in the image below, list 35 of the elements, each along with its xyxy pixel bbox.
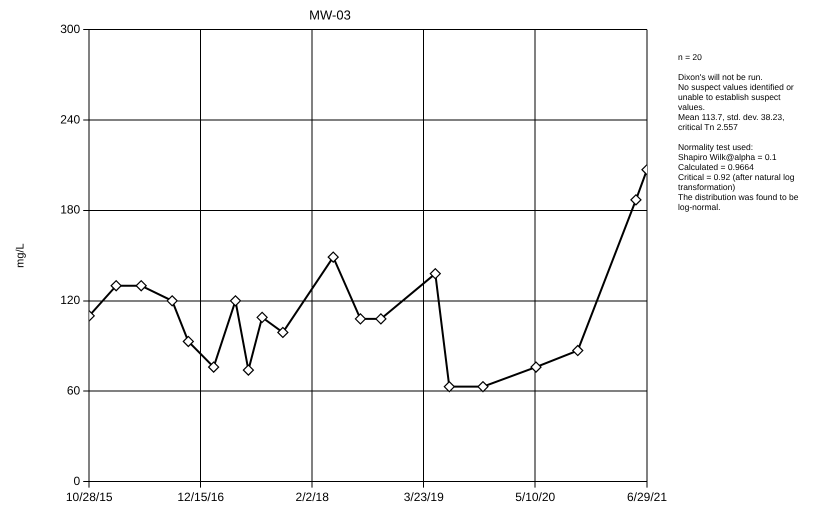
x-tick-label: 10/28/15 xyxy=(66,490,113,504)
point xyxy=(530,361,542,373)
y-tick-label: 120 xyxy=(60,293,81,308)
y-tick-label: 240 xyxy=(60,112,81,126)
text: Normality test used: Shapiro Wilk@alpha = 0.1 Calculated = 0.9664 Critical = 0.92 (after natural log transformation) The distribution was found to be log-normal. xyxy=(678,142,800,212)
point xyxy=(166,295,178,306)
point xyxy=(375,313,386,324)
point xyxy=(208,361,220,373)
y-axis-title: mg/L xyxy=(14,243,27,268)
point xyxy=(256,312,268,323)
point xyxy=(572,344,584,356)
point xyxy=(430,268,441,280)
text: Dixon's will not be run. No suspect values identified or unable to establish suspect values. Mean 113.7, std. dev. 38.23, critical Tn 2.557 xyxy=(678,72,795,132)
x-tick-label: 2/2/18 xyxy=(296,490,330,504)
point xyxy=(242,364,254,376)
y-tick-label: 0 xyxy=(74,474,81,488)
y-tick-label: 300 xyxy=(60,22,81,36)
point xyxy=(444,381,455,392)
point xyxy=(110,280,122,292)
x-tick-label: 5/10/20 xyxy=(515,490,556,504)
y-tick-label: 180 xyxy=(60,202,81,217)
point xyxy=(477,381,489,392)
x-tick-label: 12/15/16 xyxy=(177,490,224,504)
chart-title: MW-03 xyxy=(309,7,351,22)
point xyxy=(230,295,242,306)
x-tick-label: 6/29/21 xyxy=(626,490,668,504)
x-tick-label: 3/23/19 xyxy=(404,490,444,504)
point xyxy=(354,313,366,324)
point xyxy=(136,280,147,292)
point xyxy=(277,326,288,338)
point xyxy=(630,194,642,206)
y-tick-label: 60 xyxy=(66,384,81,398)
point xyxy=(182,336,194,348)
text: n = 20 xyxy=(678,52,703,62)
point xyxy=(328,252,339,263)
